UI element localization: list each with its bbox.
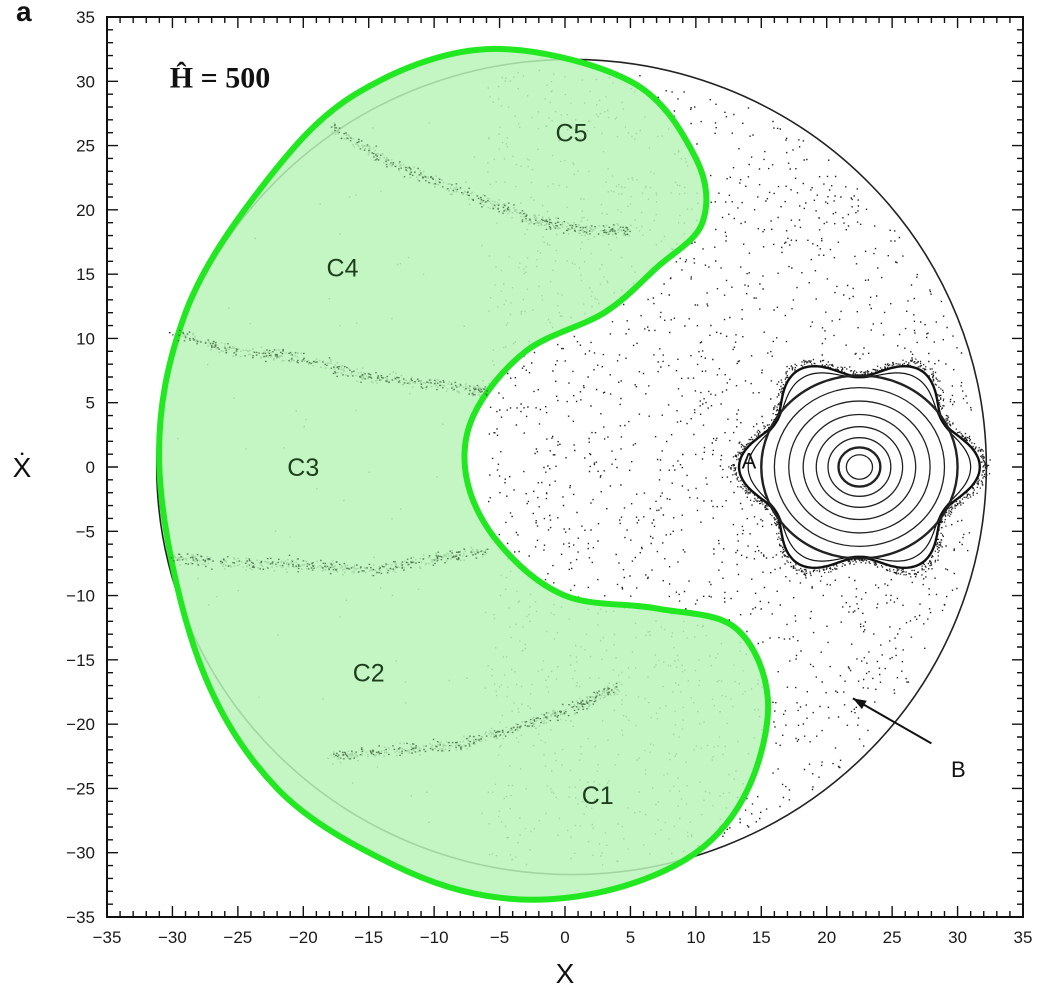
island-separatrix [737, 364, 982, 570]
y-tick-label: 35 [76, 8, 95, 27]
x-tick-label: 35 [1014, 928, 1033, 947]
y-tick-label: 20 [76, 201, 95, 220]
x-tick-label: −5 [490, 928, 509, 947]
invariant-curve [845, 454, 874, 480]
x-tick-label: 10 [686, 928, 705, 947]
plot-axes: −35 −30 −25 −20 −15 −10 −5 0 5 10 15 20 25 30 35 −35 −30… [66, 8, 1032, 947]
y-tick-label: 5 [86, 394, 95, 413]
x-tick-label: −10 [420, 928, 449, 947]
y-tick-label: −5 [76, 522, 95, 541]
invariant-curve [837, 446, 882, 488]
arrow-b-shaft [852, 697, 932, 745]
y-tick-label: −20 [66, 715, 95, 734]
invariant-curve [773, 386, 946, 548]
y-axis-title: Ẋ [13, 452, 32, 483]
invariant-curve [802, 413, 917, 521]
x-tick-label: 20 [817, 928, 836, 947]
y-tick-label: 0 [86, 458, 95, 477]
axis-ticks [106, 16, 1024, 918]
region-label-c4: C4 [327, 255, 359, 283]
x-tick-label: 25 [883, 928, 902, 947]
island-separatrix-inner [747, 372, 972, 562]
y-tick-label: −35 [66, 908, 95, 927]
energy-annotation: Ĥ = 500 [170, 62, 270, 95]
highlight-region [156, 45, 772, 903]
region-label-c1: C1 [582, 782, 614, 810]
y-tick-label: −10 [66, 587, 95, 606]
x-tick-label: 5 [626, 928, 635, 947]
arrow-label: B [951, 757, 966, 782]
x-tick-label: 0 [560, 928, 569, 947]
panel-label: a [16, 0, 32, 27]
x-tick-label: −25 [223, 928, 252, 947]
phase-space-structure [155, 58, 988, 876]
invariant-curve [788, 400, 931, 534]
highlight-region-outline [156, 45, 772, 903]
x-tick-label: −30 [158, 928, 187, 947]
region-label-c3: C3 [287, 454, 319, 482]
x-axis-title: X [556, 958, 575, 989]
x-tick-label: −35 [93, 928, 122, 947]
invariant-curve [760, 374, 959, 560]
y-tick-label: −30 [66, 844, 95, 863]
y-tick-label: 15 [76, 265, 95, 284]
y-tick-label: −25 [66, 779, 95, 798]
y-tick-label: 30 [76, 72, 95, 91]
invariant-curve [827, 437, 892, 497]
x-tick-label: −20 [289, 928, 318, 947]
island-label: A [742, 449, 757, 474]
y-tick-label: 10 [76, 329, 95, 348]
arrow-b-head [852, 698, 867, 710]
x-tick-label: −15 [354, 928, 383, 947]
invariant-curve [815, 426, 904, 508]
y-tick-label: −15 [66, 651, 95, 670]
region-label-c5: C5 [556, 120, 588, 148]
x-tick-label: 30 [948, 928, 967, 947]
y-tick-label: 25 [76, 137, 95, 156]
region-label-c2: C2 [353, 660, 385, 688]
plot-text: X Ẋ Ĥ = 500 C1 C2 C3 C4 C5 A B [13, 62, 966, 989]
x-tick-label: 15 [752, 928, 771, 947]
